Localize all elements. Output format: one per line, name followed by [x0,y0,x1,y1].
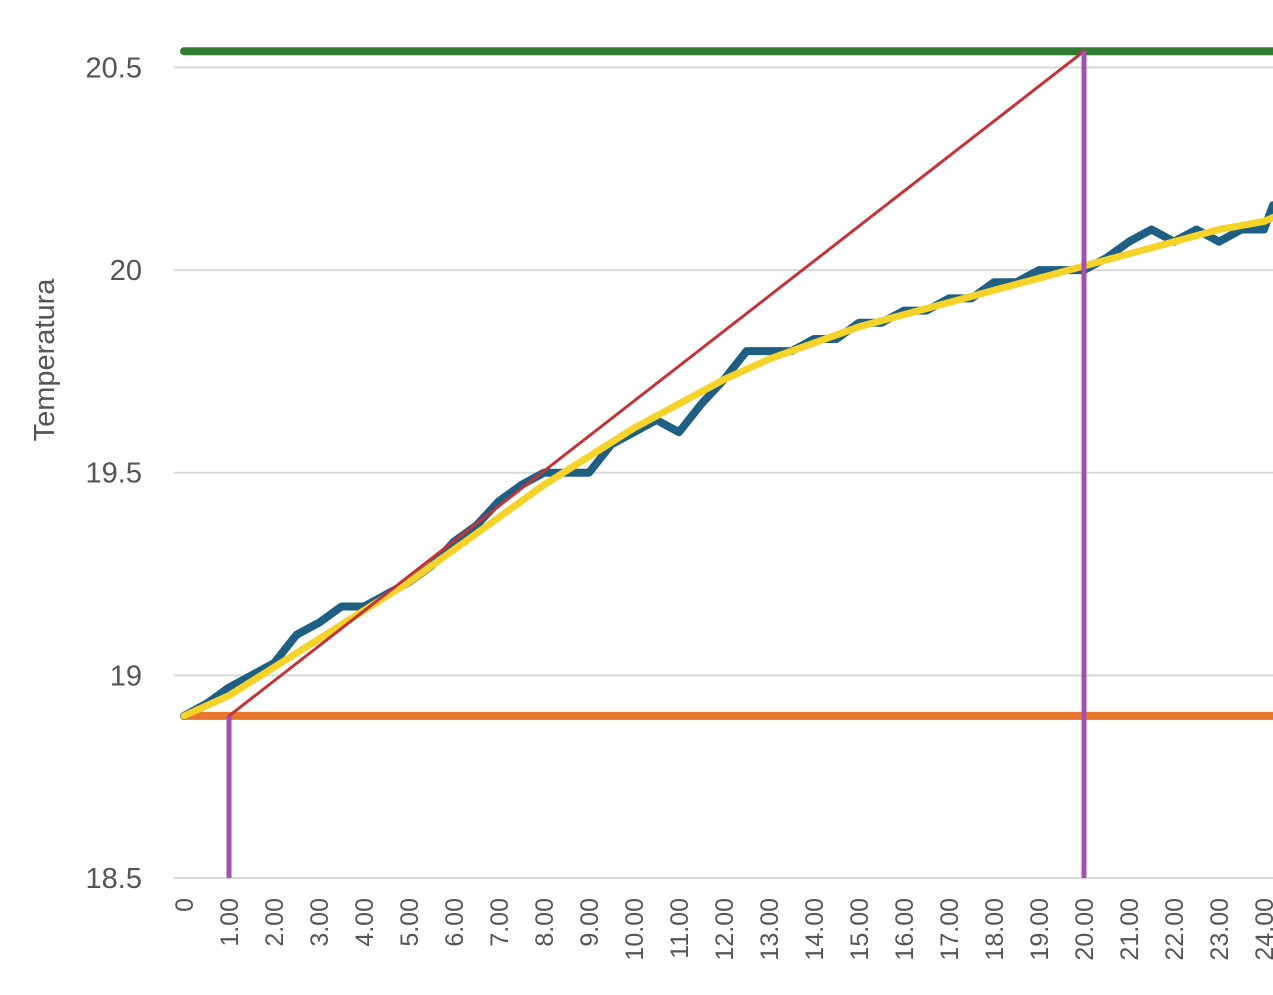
y-axis-ticks: 18.5 19 19.5 20 20.5 [86,52,142,895]
x-tick-label: 17.00 [936,898,964,961]
y-tick-label: 19 [110,660,142,692]
x-tick-label: 9.00 [576,898,604,947]
x-tick-label: 18.00 [981,898,1009,961]
reference-lines [180,47,1273,720]
x-tick-label: 21.00 [1116,898,1144,961]
x-tick-label: 13.00 [756,898,784,961]
x-tick-label: 5.00 [396,898,424,947]
x-tick-label: 15.00 [846,898,874,961]
y-tick-label: 18.5 [86,863,142,895]
x-tick-label: 19.00 [1026,898,1054,961]
x-tick-label: 8.00 [531,898,559,947]
x-tick-label: 10.00 [621,898,649,961]
x-tick-label: 0 [171,898,199,912]
x-tick-label: 23.00 [1206,898,1234,961]
series-lines [180,49,1273,720]
x-tick-label: 1.00 [216,898,244,947]
y-tick-label: 20 [110,255,142,287]
y-tick-label: 19.5 [86,458,142,490]
series-line-fitted-curve [180,213,1273,720]
x-tick-label: 16.00 [891,898,919,961]
x-tick-label: 6.00 [441,898,469,947]
grid-lines [174,66,1273,879]
x-tick-label: 2.00 [261,898,289,947]
series-line-tangent [227,49,1086,718]
x-axis-ticks: 0 1.00 2.00 3.00 4.00 5.00 6.00 7.00 8.00 9.00 10.… [171,898,1273,961]
x-tick-label: 4.00 [351,898,379,947]
series-line-measured [180,201,1273,720]
x-tick-label: 11.00 [666,898,694,959]
x-tick-label: 22.00 [1161,898,1189,961]
vertical-reference-lines [226,51,1087,878]
x-tick-label: 24.00 [1251,898,1273,961]
x-tick-label: 3.00 [306,898,334,947]
x-tick-label: 7.00 [486,898,514,947]
y-tick-label: 20.5 [86,52,142,84]
x-tick-label: 12.00 [711,898,739,961]
x-tick-label: 14.00 [801,898,829,961]
y-axis-label: Temperatura [29,278,61,442]
x-tick-label: 20.00 [1071,898,1099,961]
